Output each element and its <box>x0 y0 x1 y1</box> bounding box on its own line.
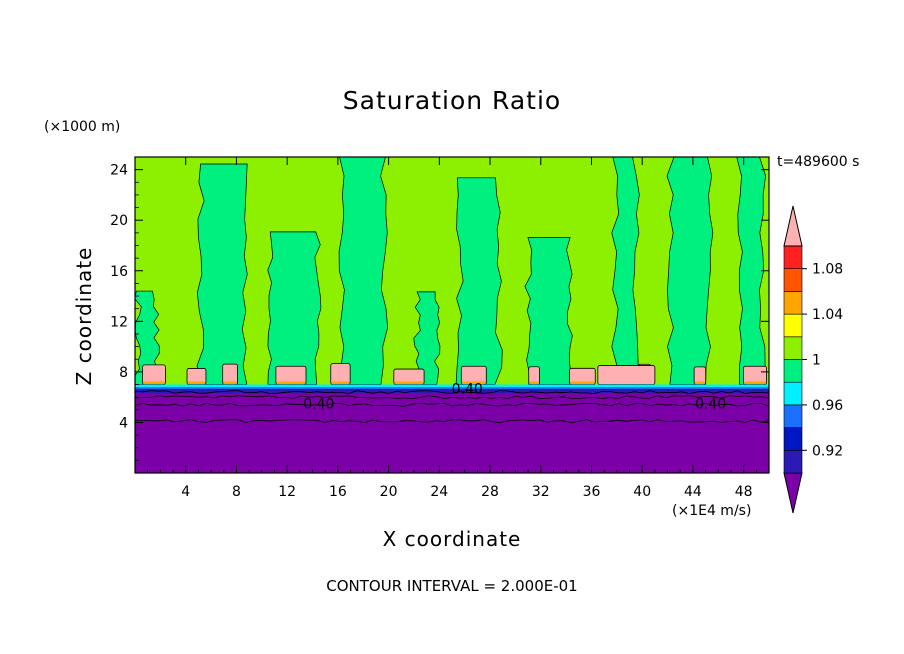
y-tick-label-4: 20 <box>110 213 128 229</box>
field-cloudtop-edge-7 <box>529 381 539 385</box>
colorbar-segment-104_106 <box>783 313 803 338</box>
colorbar-segment-110_112 <box>783 245 803 270</box>
time-label: t=489600 s <box>777 154 860 170</box>
colorbar-segment-098_100 <box>783 381 803 406</box>
x-tick-label-8: 36 <box>583 484 601 500</box>
field-column-7 <box>611 157 640 385</box>
contour-label-2: 0.40 <box>452 381 483 397</box>
field-column-9 <box>736 157 766 385</box>
y-tick-label-1: 8 <box>119 365 128 381</box>
field-lower-layer <box>135 388 769 473</box>
x-tick-label-11: 48 <box>735 484 753 500</box>
y-tick-label-0: 4 <box>119 415 128 431</box>
field-column-0 <box>135 290 160 385</box>
field-column-3 <box>338 157 388 385</box>
x-tick-label-3: 16 <box>329 484 347 500</box>
contour-field <box>135 157 769 473</box>
field-cloudtop-edge-6 <box>462 381 486 385</box>
x-tick-label-10: 44 <box>684 484 702 500</box>
field-transition-cyan <box>135 384 769 388</box>
y-tick-label-5: 24 <box>110 163 128 179</box>
colorbar-segment-gt_112 <box>783 205 803 247</box>
field-column-8 <box>666 157 714 385</box>
field-cloudtop-edge-5 <box>394 381 424 385</box>
field-column-2 <box>267 231 322 385</box>
colorbar-segment-108_110 <box>783 268 803 292</box>
field-cloudtop-edge-10 <box>695 381 705 385</box>
field-cloudtop-wide <box>597 365 656 385</box>
x-tick-label-2: 12 <box>278 484 296 500</box>
x-tick-label-1: 8 <box>232 484 241 500</box>
contour-label-0: 0.40 <box>303 396 334 412</box>
field-column-1 <box>196 163 248 385</box>
y-axis-ticks: 4 8 12 16 20 24 <box>110 163 769 461</box>
field-cloudtop-edge-0 <box>143 381 165 385</box>
field-contour-line-1 <box>135 395 769 400</box>
chart-title: Saturation Ratio <box>342 86 562 115</box>
colorbar-segment-102_104 <box>783 336 803 360</box>
y-axis-units: (×1000 m) <box>44 119 121 135</box>
field-cloudtop-edge-4 <box>331 381 350 385</box>
x-tick-label-0: 4 <box>181 484 190 500</box>
field-contour-line-2 <box>135 402 769 407</box>
field-column-6 <box>524 237 573 385</box>
colorbar-segment-106_108 <box>783 291 803 315</box>
field-cloudtop-edge-1 <box>188 381 205 385</box>
colorbar-segment-lt_092 <box>783 472 803 514</box>
x-tick-label-6: 28 <box>481 484 499 500</box>
field-cloudtop-edge-3 <box>276 381 306 385</box>
x-axis-label: X coordinate <box>382 527 522 551</box>
contour-interval-note: CONTOUR INTERVAL = 2.000E-01 <box>326 577 578 595</box>
field-contour-line-0 <box>135 390 769 395</box>
x-tick-label-7: 32 <box>532 484 550 500</box>
colorbar-segment-094_096 <box>783 427 803 451</box>
field-cloudtop-edge-11 <box>744 381 766 385</box>
colorbar-label-1: 0.96 <box>812 398 843 414</box>
colorbar-label-3: 1.04 <box>812 307 843 323</box>
x-axis-units: (×1E4 m/s) <box>672 503 752 519</box>
y-tick-label-3: 16 <box>110 264 128 280</box>
field-cloudtop-edge-8 <box>570 381 595 385</box>
contour-label-1: 0.40 <box>695 396 726 412</box>
colorbar: 0.92 0.96 1 1.04 1.08 <box>783 205 843 514</box>
y-tick-label-2: 12 <box>110 314 128 330</box>
field-transition-blue <box>135 387 769 389</box>
field-lower-band <box>135 388 769 394</box>
x-tick-label-5: 24 <box>430 484 448 500</box>
x-tick-label-9: 40 <box>633 484 651 500</box>
colorbar-label-2: 1 <box>812 353 821 369</box>
contour-labels: 0.40 0.40 0.40 <box>303 381 726 412</box>
colorbar-segment-092_094 <box>783 449 803 474</box>
field-column-4 <box>413 291 441 385</box>
x-tick-label-4: 20 <box>380 484 398 500</box>
colorbar-segment-100_102 <box>783 359 803 383</box>
colorbar-segment-096_098 <box>783 404 803 428</box>
colorbar-label-0: 0.92 <box>812 443 843 459</box>
field-column-5 <box>455 177 503 385</box>
field-cloudtop-4 <box>330 363 351 385</box>
field-contour-line-3 <box>135 419 769 424</box>
colorbar-label-4: 1.08 <box>812 262 843 278</box>
field-cloudtop-2 <box>222 363 238 385</box>
x-axis-ticks: 4 8 12 16 20 24 28 32 36 40 44 48 <box>147 157 757 500</box>
field-cloudtop-edge-2 <box>223 381 237 385</box>
